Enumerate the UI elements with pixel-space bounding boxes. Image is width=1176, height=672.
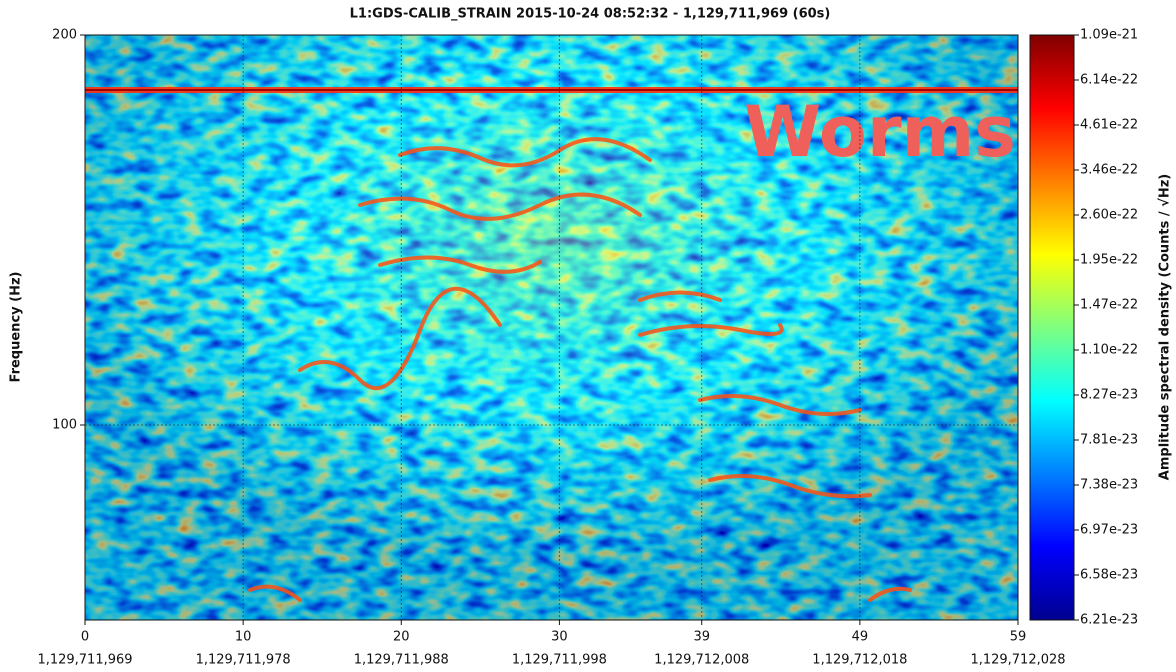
x-tick-gps-label: 1,129,711,978	[196, 653, 291, 668]
colorbar-tick-label: 1.95e-22	[1080, 253, 1138, 268]
colorbar-tick-label: 6.58e-23	[1080, 568, 1138, 583]
colorbar-tick-label: 6.14e-22	[1080, 73, 1138, 88]
colorbar-tick-label: 7.81e-23	[1080, 433, 1138, 448]
x-tick-gps-label: 1,129,711,998	[512, 653, 607, 668]
colorbar-tick-label: 2.60e-22	[1080, 208, 1138, 223]
x-tick-label: 10	[235, 630, 252, 645]
colorbar-tick-label: 1.09e-21	[1080, 28, 1138, 43]
colorbar	[1029, 34, 1075, 621]
y-axis-label: Frequency (Hz)	[9, 272, 24, 383]
x-tick-label: 49	[852, 630, 869, 645]
colorbar-tick-label: 6.97e-23	[1080, 523, 1138, 538]
colorbar-tick-label: 4.61e-22	[1080, 118, 1138, 133]
x-tick-label: 39	[693, 630, 710, 645]
colorbar-tick-label: 1.47e-22	[1080, 298, 1138, 313]
x-tick-gps-label: 1,129,711,988	[354, 653, 449, 668]
x-tick-label: 59	[1010, 630, 1027, 645]
annotation: Worms	[744, 91, 1016, 173]
spectrogram-image	[85, 35, 1018, 620]
colorbar-tick-label: 6.21e-23	[1080, 613, 1138, 628]
x-tick-gps-label: 1,129,712,008	[654, 653, 749, 668]
colorbar-tick-label: 7.38e-23	[1080, 478, 1138, 493]
chart-title: L1:GDS-CALIB_STRAIN 2015-10-24 08:52:32 …	[350, 7, 831, 22]
x-tick-label: 20	[393, 630, 410, 645]
x-tick-gps-label: 1,129,712,028	[970, 653, 1065, 668]
colorbar-tick-label: 8.27e-23	[1080, 388, 1138, 403]
colorbar-label: Amplitude spectral density (Counts / √Hz…	[1158, 174, 1173, 480]
x-tick-gps-label: 1,129,712,018	[812, 653, 907, 668]
x-tick-label: 0	[81, 630, 89, 645]
x-tick-label: 30	[551, 630, 568, 645]
y-tick-label: 100	[52, 418, 77, 433]
x-tick-gps-label: 1,129,711,969	[37, 653, 132, 668]
colorbar-tick-label: 3.46e-22	[1080, 163, 1138, 178]
y-tick-label: 200	[52, 28, 77, 43]
colorbar-tick-label: 1.10e-22	[1080, 343, 1138, 358]
